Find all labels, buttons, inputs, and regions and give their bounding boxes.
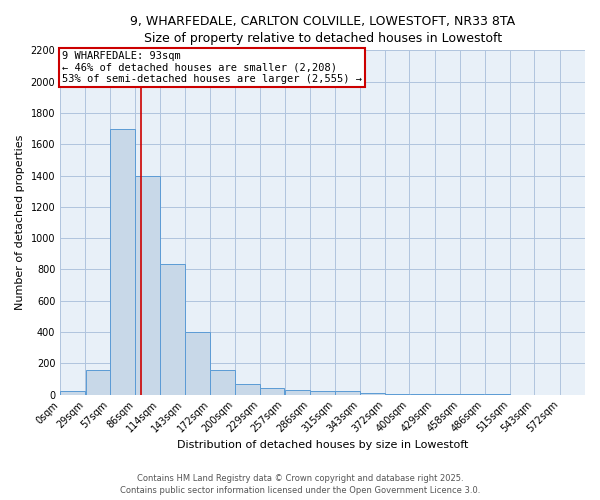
Bar [60,392,85,394]
Bar [185,332,210,394]
Bar [235,384,260,394]
Text: 9 WHARFEDALE: 93sqm
← 46% of detached houses are smaller (2,208)
53% of semi-det: 9 WHARFEDALE: 93sqm ← 46% of detached ho… [62,51,362,84]
Bar [136,176,160,394]
Bar [335,390,359,394]
Bar [260,388,284,394]
Bar [285,390,310,394]
Bar [110,128,135,394]
X-axis label: Distribution of detached houses by size in Lowestoft: Distribution of detached houses by size … [177,440,468,450]
Bar [310,390,335,394]
Bar [160,264,185,394]
Title: 9, WHARFEDALE, CARLTON COLVILLE, LOWESTOFT, NR33 8TA
Size of property relative t: 9, WHARFEDALE, CARLTON COLVILLE, LOWESTO… [130,15,515,45]
Bar [211,370,235,394]
Bar [360,393,385,394]
Bar [86,370,110,394]
Y-axis label: Number of detached properties: Number of detached properties [15,135,25,310]
Text: Contains HM Land Registry data © Crown copyright and database right 2025.
Contai: Contains HM Land Registry data © Crown c… [120,474,480,495]
